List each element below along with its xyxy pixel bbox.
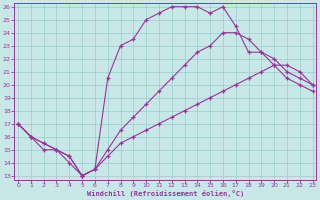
X-axis label: Windchill (Refroidissement éolien,°C): Windchill (Refroidissement éolien,°C)	[87, 190, 244, 197]
